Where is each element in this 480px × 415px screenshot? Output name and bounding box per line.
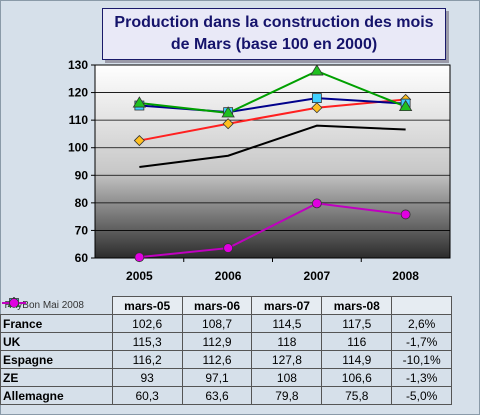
value-cell: 115,3 [111, 332, 183, 351]
y-tick-label: 110 [69, 113, 89, 127]
point-allemagne [134, 252, 145, 263]
y-tick-label: 90 [75, 168, 89, 182]
y-tick-label: 60 [75, 251, 89, 265]
y-tick-label: 80 [75, 196, 89, 210]
credit-text: RayBon Mai 2008 [4, 299, 85, 311]
point-allemagne [223, 243, 234, 253]
series-label-cell: Allemagne [0, 297, 113, 405]
table-header-row: RayBon Mai 2008 mars-05 mars-06 mars-07 … [1, 296, 452, 315]
table-row: France 102,6 108,7 114,5 117,5 2,6% [0, 296, 452, 333]
series-label: Espagne [3, 352, 54, 367]
series-label: UK [3, 334, 21, 349]
point-france [222, 118, 234, 130]
value-cell: 79,8 [251, 386, 323, 405]
y-tick-label: 120 [68, 86, 88, 100]
header-cell [391, 296, 452, 315]
x-tick-label: 2007 [304, 269, 331, 283]
value-cell: 117,5 [321, 314, 393, 333]
table-row: UK 115,3 112,9 118 116 -1,7% [0, 297, 452, 351]
value-cell: 102,6 [111, 314, 183, 333]
series-label-cell: UK [0, 297, 113, 351]
series-label-cell: ZE [0, 301, 113, 387]
header-cell: mars-07 [251, 296, 323, 315]
x-tick-label: 2008 [392, 269, 419, 283]
change-cell: -10,1% [391, 350, 452, 369]
series-label: France [3, 316, 43, 331]
value-cell: 63,6 [181, 386, 253, 405]
y-tick-label: 100 [68, 141, 88, 155]
series-line-ze [139, 124, 406, 169]
line-chart: 60 70 80 90 100 110 120 130 2005 2006 2007 2008 [68, 58, 451, 283]
table-row: Allemagne 60,3 63,6 79,8 75,8 -5,0% [0, 297, 452, 405]
header-cell: mars-06 [181, 296, 253, 315]
value-cell: 108 [251, 368, 323, 387]
value-cell: 60,3 [111, 386, 183, 405]
header-cell: mars-05 [111, 296, 183, 315]
x-tick-label: 2006 [215, 269, 242, 283]
y-tick-label: 130 [68, 58, 88, 72]
legend-marker [8, 297, 19, 307]
point-uk [311, 93, 322, 103]
table-row: ZE 93 97,1 108 106,6 -1,3% [0, 301, 452, 387]
value-cell: 93 [111, 368, 183, 387]
series-label-cell: Espagne [0, 296, 113, 369]
point-allemagne [400, 209, 411, 220]
chart-title: Production dans la construction des mois… [114, 14, 434, 53]
x-tick-label: 2005 [126, 269, 153, 283]
header-cell: mars-08 [321, 296, 393, 315]
y-tick-label: 70 [75, 223, 89, 237]
series-line-espagne [139, 69, 406, 114]
value-cell: 114,5 [251, 314, 323, 333]
series-label-cell: France [0, 296, 113, 333]
value-cell: 114,9 [321, 350, 393, 369]
series-label: ZE [3, 370, 19, 385]
table-row: Espagne 116,2 112,6 127,8 114,9 -10,1% [0, 296, 452, 369]
value-cell: 118 [251, 332, 323, 351]
value-cell: 97,1 [181, 368, 253, 387]
legend-key-allemagne [1, 297, 26, 307]
change-cell: -5,0% [391, 386, 452, 405]
value-cell: 116 [321, 332, 393, 351]
point-espagne [310, 64, 324, 76]
change-cell: -1,3% [391, 368, 452, 387]
point-france [311, 102, 323, 114]
chart-title-box: Production dans la construction des mois… [102, 8, 446, 60]
change-cell: -1,7% [391, 332, 452, 351]
point-france [133, 134, 145, 147]
value-cell: 75,8 [321, 386, 393, 405]
point-espagne [132, 96, 147, 108]
value-cell: 112,9 [181, 332, 253, 351]
data-table: RayBon Mai 2008 mars-05 mars-06 mars-07 … [0, 296, 452, 405]
point-espagne [398, 99, 413, 112]
value-cell: 108,7 [181, 314, 253, 333]
value-cell: 116,2 [111, 350, 183, 369]
point-allemagne [311, 198, 322, 209]
change-cell: 2,6% [391, 314, 452, 333]
series-line-allemagne [139, 202, 406, 259]
value-cell: 127,8 [251, 350, 323, 369]
plot-area [94, 64, 451, 259]
value-cell: 112,6 [181, 350, 253, 369]
value-cell: 106,6 [321, 368, 393, 387]
point-espagne [221, 106, 235, 118]
series-line-france [139, 98, 406, 142]
series-label: Allemagne [3, 388, 64, 403]
